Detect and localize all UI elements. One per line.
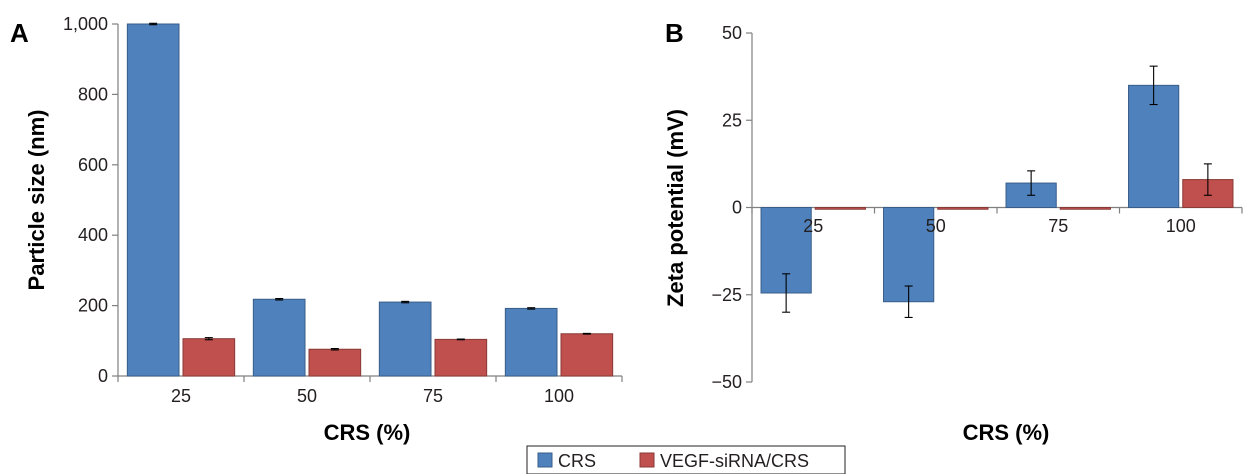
panel-a-tick-labels: 0 200 400 600 800 1,000 25 50 75 100	[63, 14, 574, 406]
x-tick-label-50: 50	[297, 386, 317, 406]
legend-label-crs: CRS	[558, 451, 596, 471]
panel-a-y-axis-title: Particle size (nm)	[24, 110, 49, 291]
bar-crs-50	[883, 207, 935, 303]
x-tick-label-100: 100	[1166, 216, 1196, 236]
x-tick-label-50: 50	[926, 216, 946, 236]
x-tick-label-25: 25	[803, 216, 823, 236]
y-tick-label: 800	[78, 84, 108, 104]
bar-vegf-sirna-crs-25	[182, 338, 236, 377]
panel-b-y-axis-title: Zeta potential (mV)	[663, 109, 688, 307]
panel-a-error-bars	[149, 22, 591, 351]
y-tick-label: 0	[732, 198, 742, 218]
legend: CRS VEGF-siRNA/CRS	[526, 445, 846, 474]
y-tick-label: 50	[722, 23, 742, 43]
bar-vegf-sirna-crs-25	[814, 207, 866, 210]
x-tick-label-75: 75	[423, 386, 443, 406]
panel-a-bars	[126, 23, 614, 377]
x-tick-label-100: 100	[544, 386, 574, 406]
legend-box	[526, 445, 846, 474]
legend-swatch-vegf-sirna-crs	[639, 452, 655, 468]
panel-b: B Zeta potential (mV) CRS (%) −50 −25 0 25 5…	[663, 18, 1243, 445]
panel-b-tick-labels: −50 −25 0 25 50 25 50 75 100	[711, 23, 1195, 392]
legend-swatch-crs	[537, 452, 553, 468]
y-tick-label: 0	[98, 366, 108, 386]
y-tick-label: 600	[78, 155, 108, 175]
bar-vegf-sirna-crs-50	[937, 207, 989, 210]
bar-crs-75	[378, 301, 432, 377]
x-tick-label-75: 75	[1048, 216, 1068, 236]
bar-crs-100	[1128, 84, 1180, 208]
panel-b-bars	[760, 84, 1234, 303]
panel-a-x-axis-title: CRS (%)	[324, 420, 411, 445]
panel-b-x-axis-title: CRS (%)	[963, 420, 1050, 445]
bar-crs-100	[504, 307, 558, 377]
panel-a: A Particle size (nm) CRS (%) 0 200 400 600 8…	[10, 14, 623, 445]
bar-crs-50	[252, 298, 306, 377]
panel-b-error-bars	[782, 65, 1212, 318]
bar-vegf-sirna-crs-100	[560, 333, 614, 377]
y-tick-label: 400	[78, 225, 108, 245]
y-tick-label: −50	[711, 372, 742, 392]
bar-vegf-sirna-crs-75	[1059, 207, 1111, 210]
bar-crs-25	[126, 23, 180, 377]
x-tick-label-25: 25	[171, 386, 191, 406]
bar-vegf-sirna-crs-75	[434, 338, 488, 377]
y-tick-label: −25	[711, 285, 742, 305]
y-tick-label: 25	[722, 110, 742, 130]
y-tick-label: 1,000	[63, 14, 108, 34]
y-tick-label: 200	[78, 296, 108, 316]
legend-label-vegf-sirna-crs: VEGF-siRNA/CRS	[660, 451, 809, 471]
panel-b-letter: B	[665, 18, 684, 48]
panel-a-letter: A	[10, 18, 29, 48]
bar-vegf-sirna-crs-50	[308, 348, 362, 377]
